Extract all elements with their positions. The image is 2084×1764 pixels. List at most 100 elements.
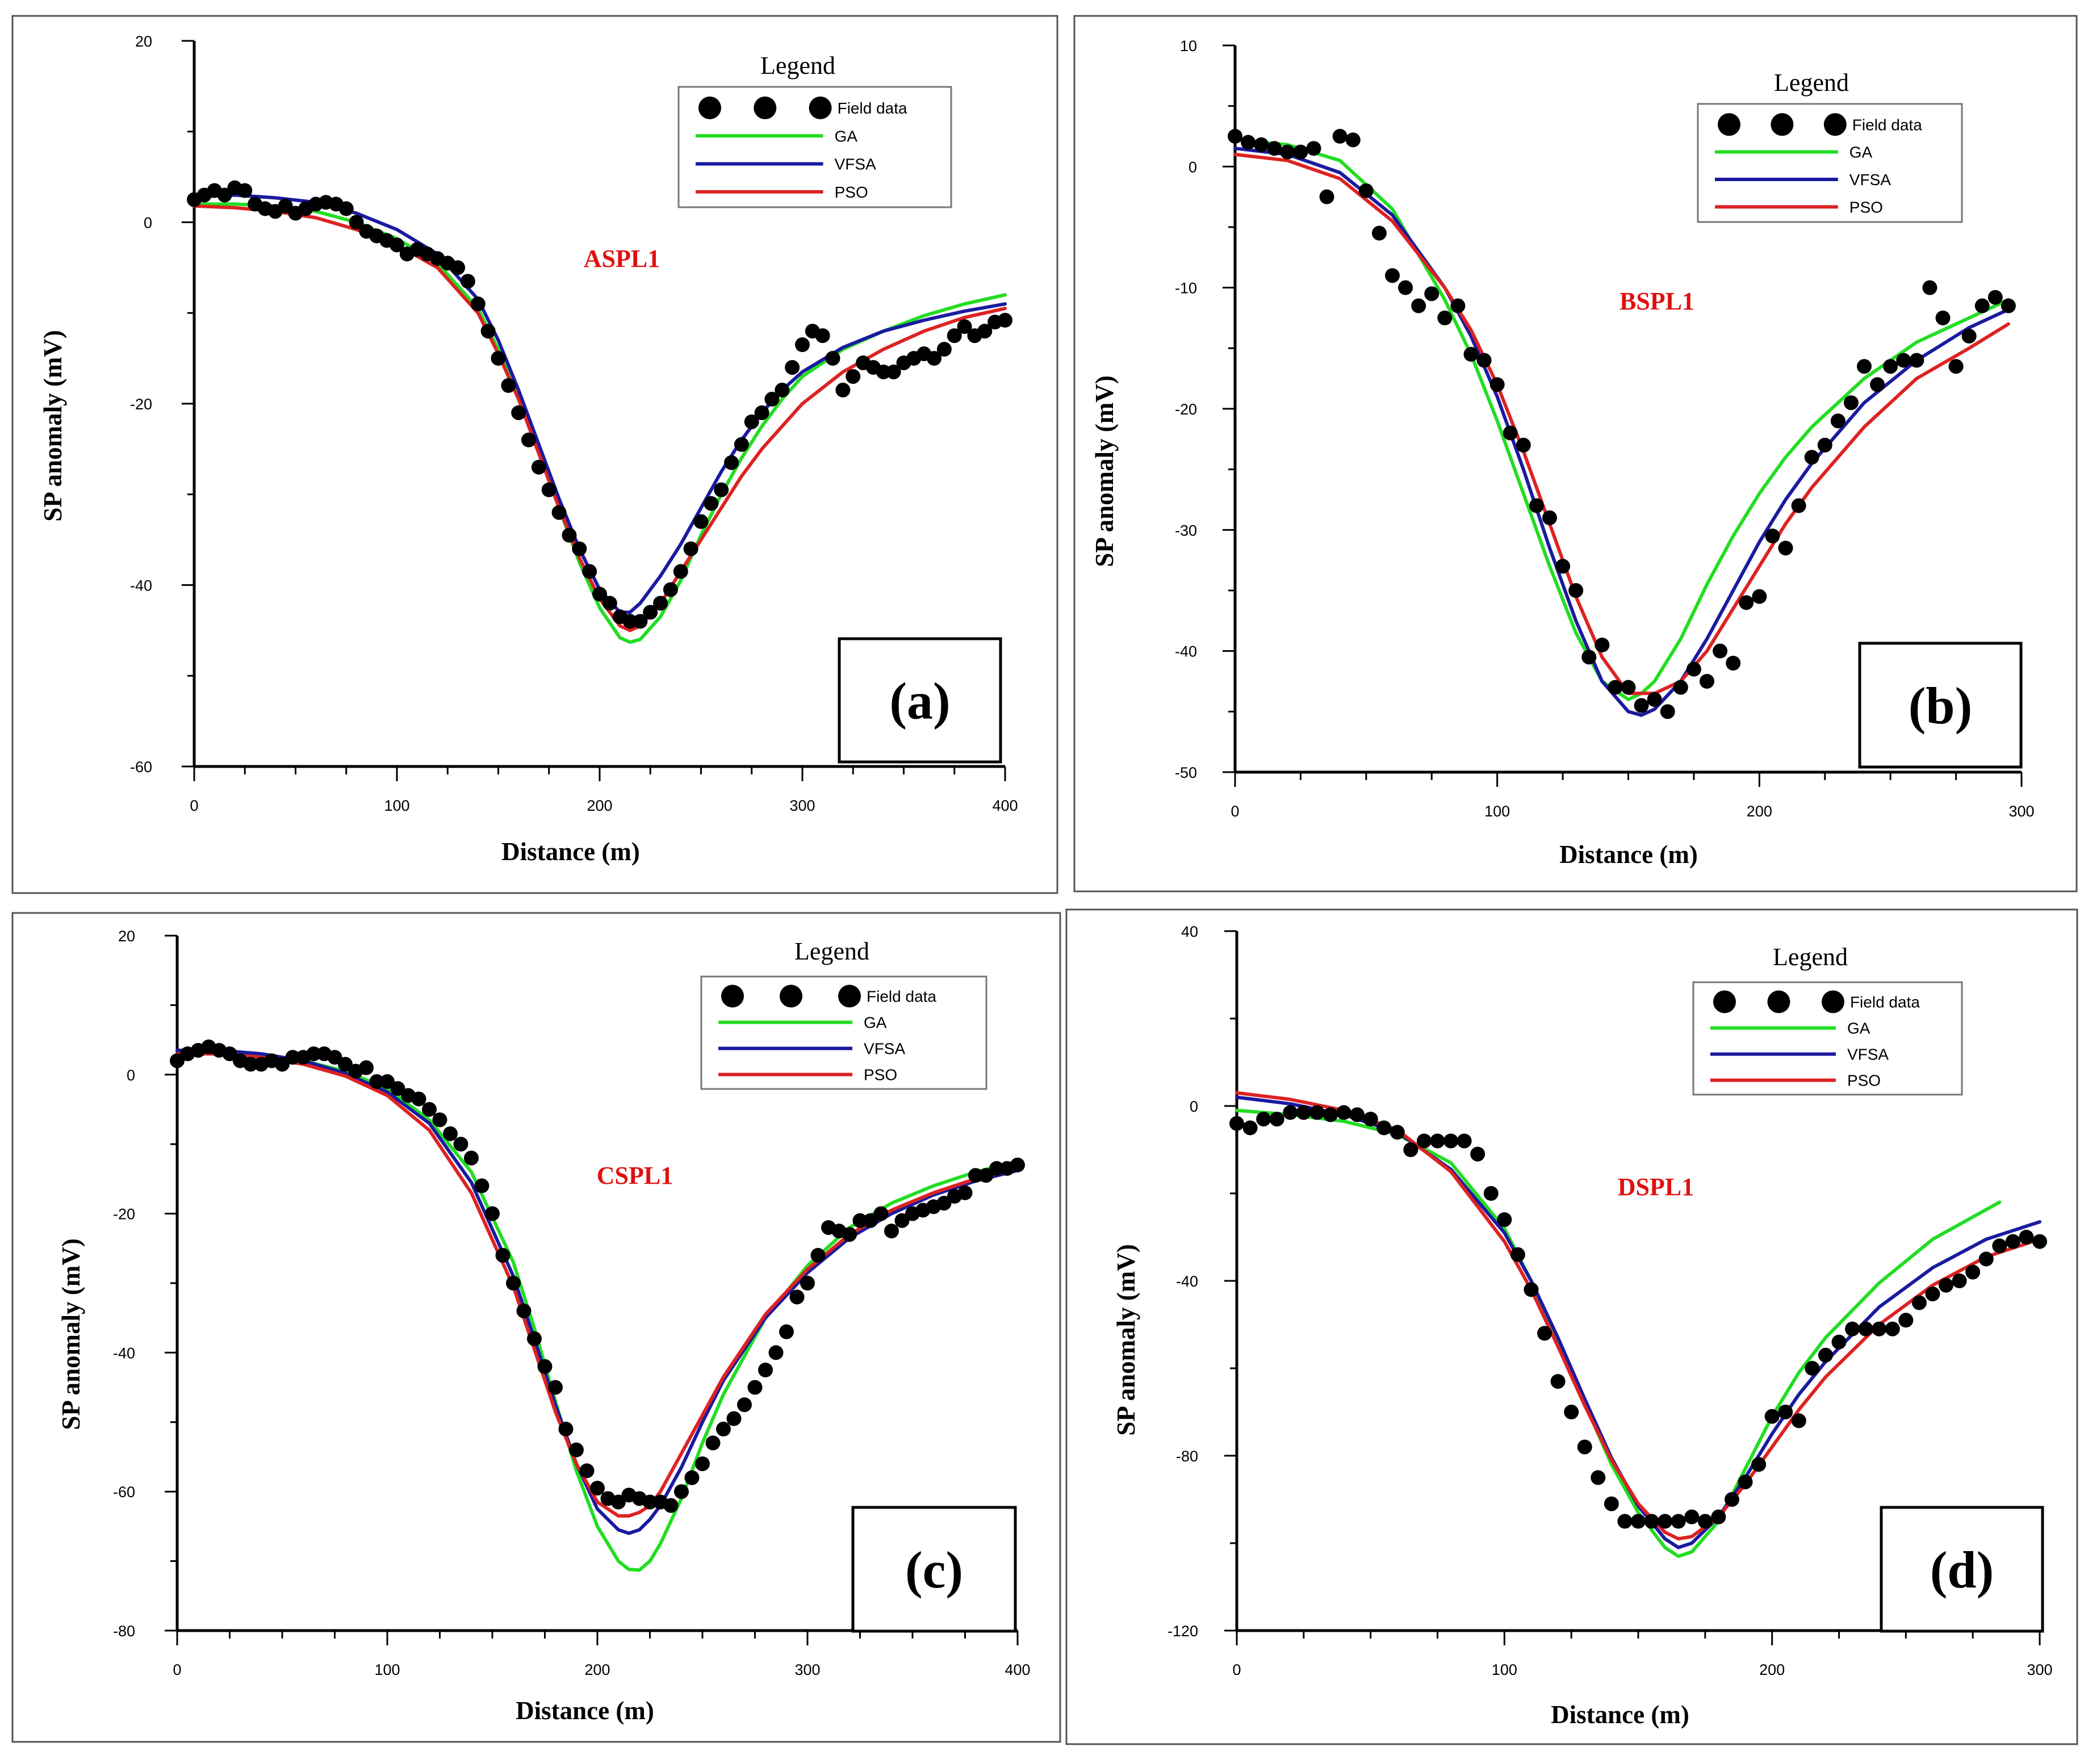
y-tick-label: 20 — [118, 928, 135, 945]
legend-label-ga: GA — [864, 1014, 887, 1032]
field-data-point — [1724, 1492, 1739, 1507]
field-data-point — [1818, 1347, 1833, 1363]
field-data-point — [1241, 135, 1256, 150]
legend: Legend Field data GA VFSA PSO — [1692, 943, 1963, 1096]
y-axis-title: SP anomaly (mV) — [57, 1238, 85, 1430]
x-tick-label: 200 — [584, 1661, 610, 1678]
field-data-point — [1437, 311, 1453, 325]
field-data-point — [1564, 1405, 1579, 1419]
legend-label-pso: PSO — [1847, 1072, 1881, 1090]
field-data-point — [695, 1456, 710, 1472]
y-tick-label: -40 — [1176, 1273, 1198, 1290]
legend-title: Legend — [794, 937, 869, 965]
field-data-point — [754, 405, 769, 420]
field-data-point — [795, 337, 810, 353]
y-tick-label: 40 — [1181, 923, 1198, 940]
field-data-point — [1617, 1514, 1633, 1529]
field-data-point — [1254, 137, 1269, 152]
field-data-point — [569, 1442, 584, 1457]
field-data-point — [1542, 510, 1557, 525]
field-data-point — [516, 1303, 532, 1318]
field-data-point — [1229, 1116, 1244, 1131]
field-data-point — [873, 1206, 889, 1221]
field-data-point — [747, 1380, 763, 1395]
chart-title: BSPL1 — [1620, 287, 1694, 315]
field-data-point — [1885, 1321, 1900, 1336]
field-data-point — [1293, 144, 1308, 160]
field-data-point — [1697, 1514, 1713, 1529]
legend-label-pso: PSO — [1849, 198, 1883, 216]
legend-label-vfsa: VFSA — [864, 1040, 905, 1058]
x-tick-label: 300 — [794, 1661, 820, 1678]
field-data-point — [349, 215, 364, 230]
field-data-point — [369, 1074, 384, 1090]
field-data-point — [1713, 643, 1728, 659]
x-tick-label: 0 — [190, 797, 198, 814]
field-data-point — [705, 1435, 721, 1451]
field-data-point — [170, 1053, 185, 1069]
field-data-point — [1483, 1186, 1499, 1201]
series-line-ga — [1233, 138, 2010, 701]
field-data-point — [579, 1463, 595, 1478]
field-data-point — [1595, 638, 1610, 652]
field-data-point — [531, 459, 546, 475]
y-tick-label: 0 — [127, 1067, 135, 1084]
legend: Legend Field data GA VFSA PSO — [677, 52, 952, 208]
field-data-point — [846, 369, 861, 384]
field-data-point — [390, 1081, 405, 1096]
legend: Legend Field data GA VFSA PSO — [1697, 69, 1963, 223]
field-data-point — [1323, 1107, 1338, 1122]
field-data-point — [327, 1050, 342, 1065]
field-data-point — [590, 1481, 605, 1496]
series-line-pso — [1235, 1091, 2041, 1541]
x-tick-label: 200 — [1747, 803, 1772, 820]
field-data-point — [936, 342, 952, 357]
field-data-point — [936, 1196, 952, 1211]
field-data-point — [1726, 656, 1741, 671]
field-data-point — [1371, 225, 1387, 241]
field-data-point — [572, 541, 587, 556]
y-axis-title: SP anomaly (mV) — [1090, 375, 1119, 567]
field-data-point — [453, 1137, 468, 1152]
field-data-point — [1503, 425, 1518, 441]
field-data-point — [1604, 1496, 1619, 1511]
x-axis-title: Distance (m) — [1559, 840, 1698, 869]
field-data-point — [432, 1112, 447, 1128]
field-data-point — [876, 364, 891, 380]
field-data-point — [2032, 1234, 2047, 1249]
x-tick-label: 200 — [587, 797, 612, 814]
field-data-point — [643, 605, 658, 620]
field-data-point — [527, 1331, 542, 1346]
field-data-point — [1700, 674, 1714, 689]
y-axis-title: SP anomaly (mV) — [39, 330, 67, 522]
field-data-point — [1510, 1247, 1525, 1262]
legend-dot-sample — [1718, 113, 1740, 136]
field-data-point — [978, 1168, 994, 1183]
field-data-point — [758, 1363, 773, 1377]
field-data-point — [1752, 589, 1767, 604]
field-data-point — [460, 274, 475, 289]
y-tick-label: -20 — [1175, 401, 1197, 418]
y-tick-label: -40 — [1175, 643, 1197, 660]
field-data-point — [1577, 1439, 1592, 1455]
field-data-point — [338, 1057, 353, 1072]
legend-label-ga: GA — [1847, 1020, 1870, 1037]
field-data-point — [737, 1397, 752, 1413]
field-data-point — [1269, 1112, 1284, 1127]
legend-label-vfsa: VFSA — [835, 156, 876, 173]
field-data-point — [1256, 1112, 1271, 1127]
field-data-point — [1350, 1107, 1365, 1122]
field-data-point — [275, 1057, 290, 1072]
field-data-point — [1591, 1470, 1606, 1485]
field-data-point — [764, 392, 780, 407]
chart-panel-3: 40 0 -40 -80 -120 0 100 200 300 Distance (m) SP an… — [1065, 908, 2078, 1745]
field-data-point — [1457, 1133, 1472, 1149]
field-data-point — [1631, 1514, 1646, 1529]
field-data-point — [485, 1206, 500, 1221]
x-axis-title: Distance (m) — [1551, 1700, 1689, 1729]
field-data-point — [2005, 1234, 2020, 1249]
field-data-point — [633, 614, 648, 629]
field-data-point — [1974, 298, 1990, 313]
field-data-point — [957, 1185, 973, 1200]
